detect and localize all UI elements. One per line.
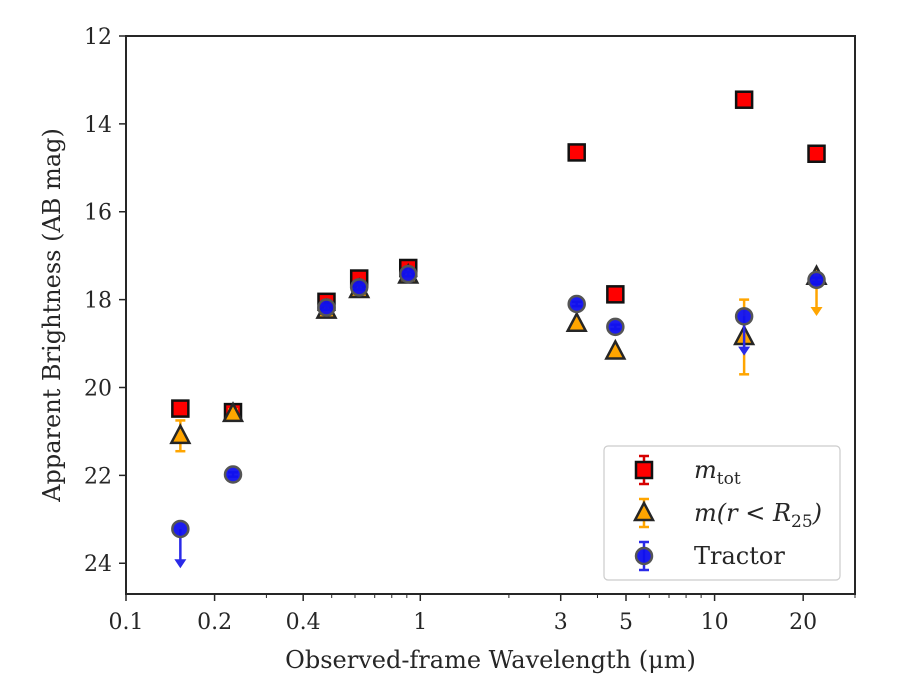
data-point (565, 311, 588, 333)
y-tick-label: 12 (84, 25, 112, 50)
legend-marker (634, 460, 654, 480)
legend-box (603, 445, 841, 581)
data-point (807, 270, 826, 290)
data-point (567, 143, 586, 162)
x-tick-label: 0.1 (109, 610, 144, 635)
axes: 0.1 0.2 0.4 1 3 5 10 20 12 14 16 18 20 22 24 (84, 25, 856, 635)
data-point (606, 285, 625, 304)
y-tick-label: 18 (84, 289, 112, 314)
data-point (604, 338, 627, 360)
data-point (606, 317, 625, 337)
data-point (567, 294, 586, 314)
x-tick-label: 0.4 (286, 610, 321, 635)
data-point (169, 423, 192, 445)
data-point (171, 399, 190, 418)
upper-limit-arrow (810, 307, 823, 317)
data-point (734, 307, 754, 326)
upper-limit-arrow (738, 346, 751, 356)
y-tick-label: 20 (84, 376, 112, 401)
data-point (317, 298, 336, 317)
legend-marker (634, 546, 654, 566)
x-axis-label: Observed-frame Wavelength (μm) (285, 646, 696, 674)
plot-frame (125, 35, 856, 595)
legend-marker (632, 500, 656, 522)
data-point (398, 264, 418, 284)
data-point (807, 144, 826, 164)
data-point (171, 519, 190, 539)
legend-label: mtot (694, 456, 741, 489)
x-tick-label: 3 (554, 610, 568, 635)
x-tick-label: 1 (413, 610, 427, 635)
y-axis-label: Apparent Brightness (AB mag) (38, 128, 66, 503)
data-point (734, 90, 754, 109)
series-circle (171, 264, 826, 569)
legend-label: Tractor (694, 542, 785, 570)
x-tick-label: 0.2 (197, 610, 232, 635)
data-point (223, 465, 243, 484)
x-tick-label: 5 (619, 610, 633, 635)
x-tick-label: 10 (701, 610, 729, 635)
plot-area (169, 90, 828, 569)
legend-label: m(r < R25) (694, 499, 822, 532)
upper-limit-arrow (174, 559, 187, 569)
y-tick-label: 16 (84, 201, 112, 226)
y-tick-label: 22 (84, 464, 112, 489)
data-point (221, 401, 245, 423)
data-point (349, 278, 369, 297)
legend: mtot m(r < R25) Tractor (603, 445, 841, 581)
y-tick-label: 24 (84, 552, 112, 577)
x-tick-label: 20 (789, 610, 817, 635)
y-tick-label: 14 (84, 113, 112, 138)
